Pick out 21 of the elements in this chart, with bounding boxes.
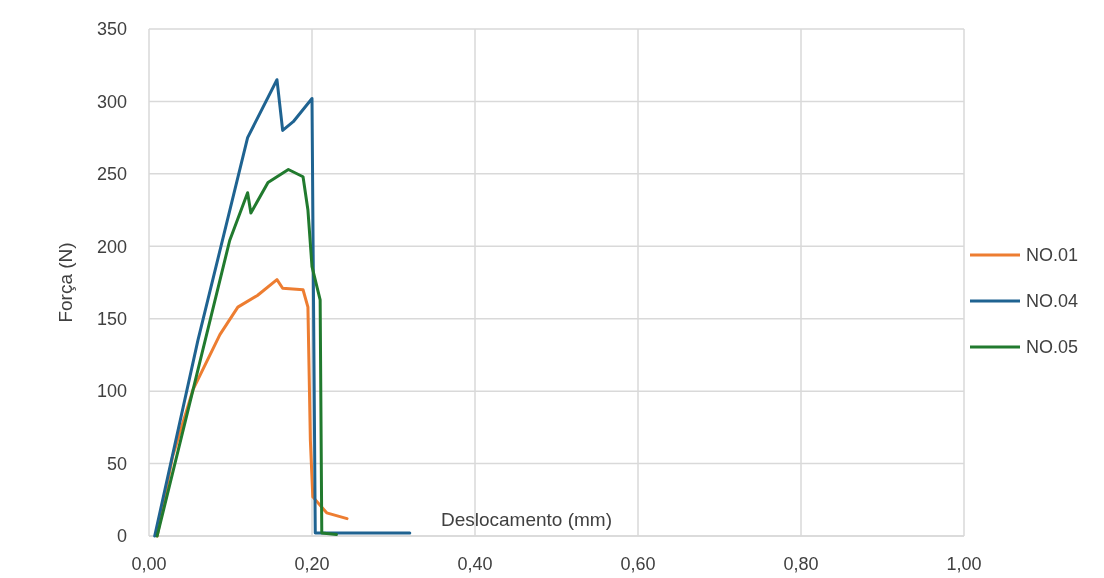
x-tick-label: 0,80	[783, 554, 819, 574]
x-tick-label: 1,00	[946, 554, 982, 574]
y-tick-label: 200	[96, 236, 127, 257]
x-tick-label: 0,20	[294, 554, 330, 574]
x-tick-label: 0,40	[457, 554, 493, 574]
y-axis-title: Força (N)	[55, 242, 76, 323]
y-tick-label: 250	[96, 164, 127, 185]
legend-label: NO.01	[1026, 245, 1079, 266]
line-series	[153, 78, 412, 538]
y-tick-label: 100	[96, 381, 127, 402]
legend-label: NO.05	[1026, 337, 1079, 358]
y-tick-label: 50	[106, 453, 127, 474]
y-tick-label: 0	[116, 526, 127, 547]
y-tick-label: 150	[96, 309, 127, 330]
x-tick-label: 0,00	[131, 554, 167, 574]
y-tick-label: 300	[96, 91, 127, 112]
x-tick-label: 0,60	[620, 554, 656, 574]
legend-label: NO.04	[1026, 291, 1079, 312]
line-series	[155, 168, 338, 538]
x-axis-title: Deslocamento (mm)	[440, 509, 613, 530]
y-tick-label: 350	[96, 19, 127, 40]
